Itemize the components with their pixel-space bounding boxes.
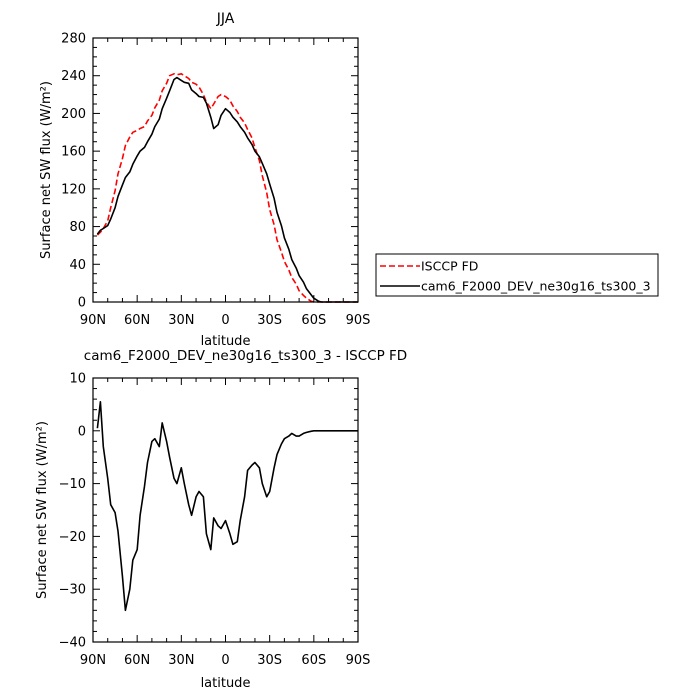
x-tick-label: 90S <box>346 313 371 328</box>
x-tick-label: 30N <box>168 313 194 328</box>
y-tick-label: 240 <box>61 69 86 84</box>
y-tick-label: 160 <box>61 145 86 160</box>
y-tick-label: −20 <box>59 530 86 545</box>
y-axis-label: Surface net SW flux (W/m²) <box>39 81 54 259</box>
series-line-1 <box>96 73 358 303</box>
series-line-1 <box>96 400 358 612</box>
x-tick-label: 60S <box>301 313 326 328</box>
y-tick-label: 200 <box>61 107 86 122</box>
y-tick-label: −30 <box>59 583 86 598</box>
y-tick-label: 80 <box>69 220 86 235</box>
series-line-2 <box>96 76 358 303</box>
y-axis-label: Surface net SW flux (W/m²) <box>35 421 50 599</box>
x-tick-label: 0 <box>221 653 229 668</box>
legend-label-1: ISCCP FD <box>421 259 478 274</box>
x-tick-label: 30S <box>257 313 282 328</box>
y-tick-label: 0 <box>78 424 86 439</box>
chart-title: cam6_F2000_DEV_ne30g16_ts300_3 - ISCCP F… <box>84 348 407 364</box>
y-tick-label: 10 <box>69 372 86 387</box>
x-tick-label: 60S <box>301 653 326 668</box>
y-tick-label: 0 <box>78 296 86 311</box>
x-tick-label: 0 <box>221 313 229 328</box>
plot-frame <box>92 377 359 643</box>
y-tick-label: 40 <box>69 258 86 273</box>
legend-label-2: cam6_F2000_DEV_ne30g16_ts300_3 <box>421 279 651 294</box>
x-tick-label: 90S <box>346 653 371 668</box>
x-tick-label: 30S <box>257 653 282 668</box>
legend-box <box>375 253 659 297</box>
x-axis-label: latitude <box>201 676 251 691</box>
chart-title: JJA <box>216 11 235 27</box>
plot-frame <box>92 37 359 303</box>
y-tick-label: −40 <box>59 636 86 651</box>
x-axis-label: latitude <box>201 334 251 349</box>
x-tick-label: 60N <box>124 653 150 668</box>
x-tick-label: 60N <box>124 313 150 328</box>
x-tick-label: 30N <box>168 653 194 668</box>
top-panel: JJA 90N 60N 30N 0 30S 60S 90S 0 40 80 120 160 200 240 2… <box>39 11 370 349</box>
legend: ISCCP FD cam6_F2000_DEV_ne30g16_ts300_3 <box>375 253 659 297</box>
y-tick-label: 120 <box>61 182 86 197</box>
y-tick-label: −10 <box>59 477 86 492</box>
y-tick-label: 280 <box>61 32 86 47</box>
x-tick-label: 90N <box>80 653 106 668</box>
bottom-panel: cam6_F2000_DEV_ne30g16_ts300_3 - ISCCP F… <box>35 348 407 691</box>
x-tick-label: 90N <box>80 313 106 328</box>
